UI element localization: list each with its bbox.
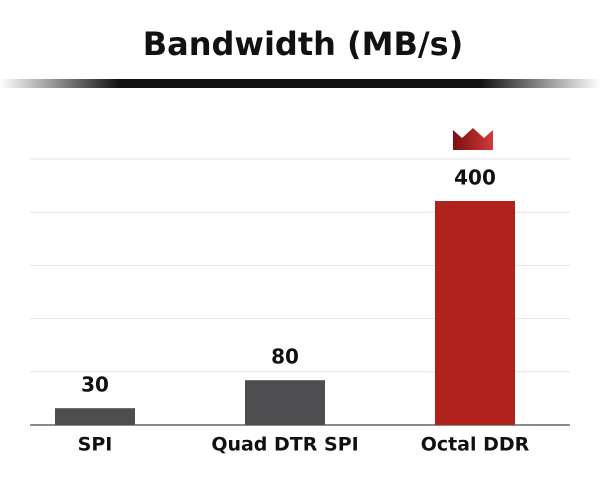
x-tick-label: Quad DTR SPI xyxy=(211,434,358,456)
bar xyxy=(245,380,325,425)
value-label: 400 xyxy=(454,166,496,190)
crown-icon xyxy=(453,128,493,150)
value-label: 80 xyxy=(271,345,299,369)
bar xyxy=(55,408,135,425)
title-rule xyxy=(0,79,600,88)
x-tick-label: SPI xyxy=(78,434,113,456)
value-label: 30 xyxy=(81,373,109,397)
chart-title: Bandwidth (MB/s) xyxy=(143,25,464,63)
bar xyxy=(435,201,515,425)
x-tick-label: Octal DDR xyxy=(421,434,530,456)
